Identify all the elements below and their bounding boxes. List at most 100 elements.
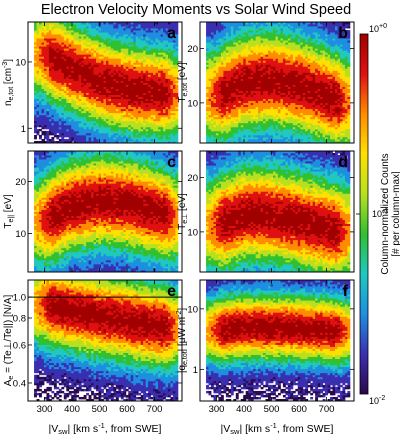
heatmap-cell bbox=[68, 108, 72, 112]
heatmap-cell bbox=[153, 74, 156, 77]
heatmap-cell bbox=[140, 122, 144, 126]
heatmap-cell bbox=[150, 132, 154, 136]
heatmap-cell bbox=[56, 34, 60, 37]
heatmap-cell bbox=[250, 104, 254, 108]
heatmap-cell bbox=[39, 36, 42, 39]
heatmap-cell bbox=[110, 122, 114, 126]
heatmap-cell bbox=[91, 124, 94, 128]
heatmap-cell bbox=[250, 44, 254, 47]
heatmap-cell bbox=[145, 52, 149, 55]
heatmap-cell bbox=[96, 88, 99, 91]
heatmap-cell bbox=[248, 110, 252, 114]
heatmap-cell bbox=[105, 56, 109, 59]
heatmap-cell bbox=[115, 134, 119, 138]
heatmap-cell bbox=[93, 58, 97, 61]
heatmap-cell bbox=[34, 112, 37, 116]
heatmap-cell bbox=[41, 88, 45, 91]
heatmap-cell bbox=[43, 134, 47, 138]
heatmap-cell bbox=[240, 98, 244, 102]
heatmap-cell bbox=[61, 106, 65, 110]
heatmap-cell bbox=[120, 82, 124, 85]
heatmap-cell bbox=[163, 110, 166, 114]
heatmap-cell bbox=[253, 24, 257, 27]
heatmap-cell bbox=[53, 24, 57, 27]
heatmap-cell bbox=[76, 46, 80, 49]
heatmap-cell bbox=[240, 112, 244, 116]
heatmap-cell bbox=[48, 58, 52, 61]
heatmap-cell bbox=[143, 98, 147, 102]
heatmap-cell bbox=[108, 26, 112, 29]
heatmap-cell bbox=[143, 64, 147, 67]
heatmap-cell bbox=[263, 40, 266, 43]
heatmap-cell bbox=[230, 22, 234, 25]
heatmap-cell bbox=[88, 132, 92, 136]
heatmap-cell bbox=[53, 106, 57, 110]
heatmap-cell bbox=[253, 60, 257, 63]
heatmap-cell bbox=[71, 38, 75, 41]
heatmap-cell bbox=[253, 132, 257, 136]
heatmap-cell bbox=[240, 92, 244, 95]
heatmap-cell bbox=[130, 112, 134, 116]
heatmap-cell bbox=[220, 70, 224, 73]
heatmap-cell bbox=[140, 60, 144, 63]
heatmap-cell bbox=[218, 80, 222, 83]
heatmap-cell bbox=[225, 114, 229, 118]
heatmap-cell bbox=[110, 54, 114, 57]
heatmap-cell bbox=[113, 64, 117, 67]
heatmap-cell bbox=[248, 48, 252, 51]
heatmap-cell bbox=[260, 116, 264, 120]
heatmap-cell bbox=[108, 124, 112, 128]
heatmap-cell bbox=[211, 62, 214, 65]
heatmap-cell bbox=[170, 52, 174, 55]
heatmap-cell bbox=[123, 64, 127, 67]
heatmap-cell bbox=[213, 44, 217, 47]
heatmap-cell bbox=[63, 86, 67, 89]
heatmap-cell bbox=[105, 130, 109, 134]
heatmap-cell bbox=[43, 80, 47, 83]
heatmap-cell bbox=[238, 58, 242, 61]
heatmap-cell bbox=[113, 34, 117, 37]
heatmap-cell bbox=[148, 94, 151, 98]
heatmap-cell bbox=[140, 94, 144, 98]
heatmap-cell bbox=[218, 42, 222, 45]
heatmap-cell bbox=[46, 138, 50, 142]
heatmap-cell bbox=[153, 100, 156, 104]
heatmap-cell bbox=[218, 136, 222, 140]
heatmap-cell bbox=[235, 70, 239, 73]
heatmap-cell bbox=[170, 122, 174, 126]
heatmap-cell bbox=[73, 108, 77, 112]
heatmap-cell bbox=[68, 86, 72, 89]
heatmap-cell bbox=[58, 130, 62, 134]
heatmap-cell bbox=[175, 28, 179, 31]
heatmap-cell bbox=[213, 84, 217, 87]
heatmap-cell bbox=[34, 86, 37, 89]
heatmap-cell bbox=[250, 42, 254, 45]
heatmap-cell bbox=[98, 56, 102, 59]
heatmap-cell bbox=[115, 118, 119, 122]
heatmap-cell bbox=[163, 24, 166, 27]
heatmap-cell bbox=[110, 82, 114, 85]
heatmap-cell bbox=[76, 60, 80, 63]
heatmap-cell bbox=[170, 38, 174, 41]
heatmap-cell bbox=[63, 78, 67, 81]
heatmap-cell bbox=[118, 66, 122, 69]
heatmap-cell bbox=[123, 122, 127, 126]
heatmap-cell bbox=[160, 92, 164, 95]
heatmap-cell bbox=[46, 136, 50, 140]
heatmap-cell bbox=[233, 40, 237, 43]
heatmap-cell bbox=[243, 84, 247, 87]
heatmap-cell bbox=[61, 96, 65, 100]
heatmap-cell bbox=[172, 58, 176, 61]
heatmap-cell bbox=[245, 68, 249, 71]
heatmap-cell bbox=[243, 100, 247, 104]
heatmap-cell bbox=[48, 50, 52, 53]
heatmap-cell bbox=[260, 58, 264, 61]
heatmap-cell bbox=[140, 104, 144, 108]
heatmap-cell bbox=[248, 80, 252, 83]
heatmap-cell bbox=[41, 78, 45, 81]
heatmap-cell bbox=[48, 22, 52, 25]
heatmap-cell bbox=[240, 74, 244, 77]
heatmap-cell bbox=[165, 78, 169, 81]
heatmap-cell bbox=[167, 102, 171, 106]
heatmap-cell bbox=[39, 58, 42, 61]
